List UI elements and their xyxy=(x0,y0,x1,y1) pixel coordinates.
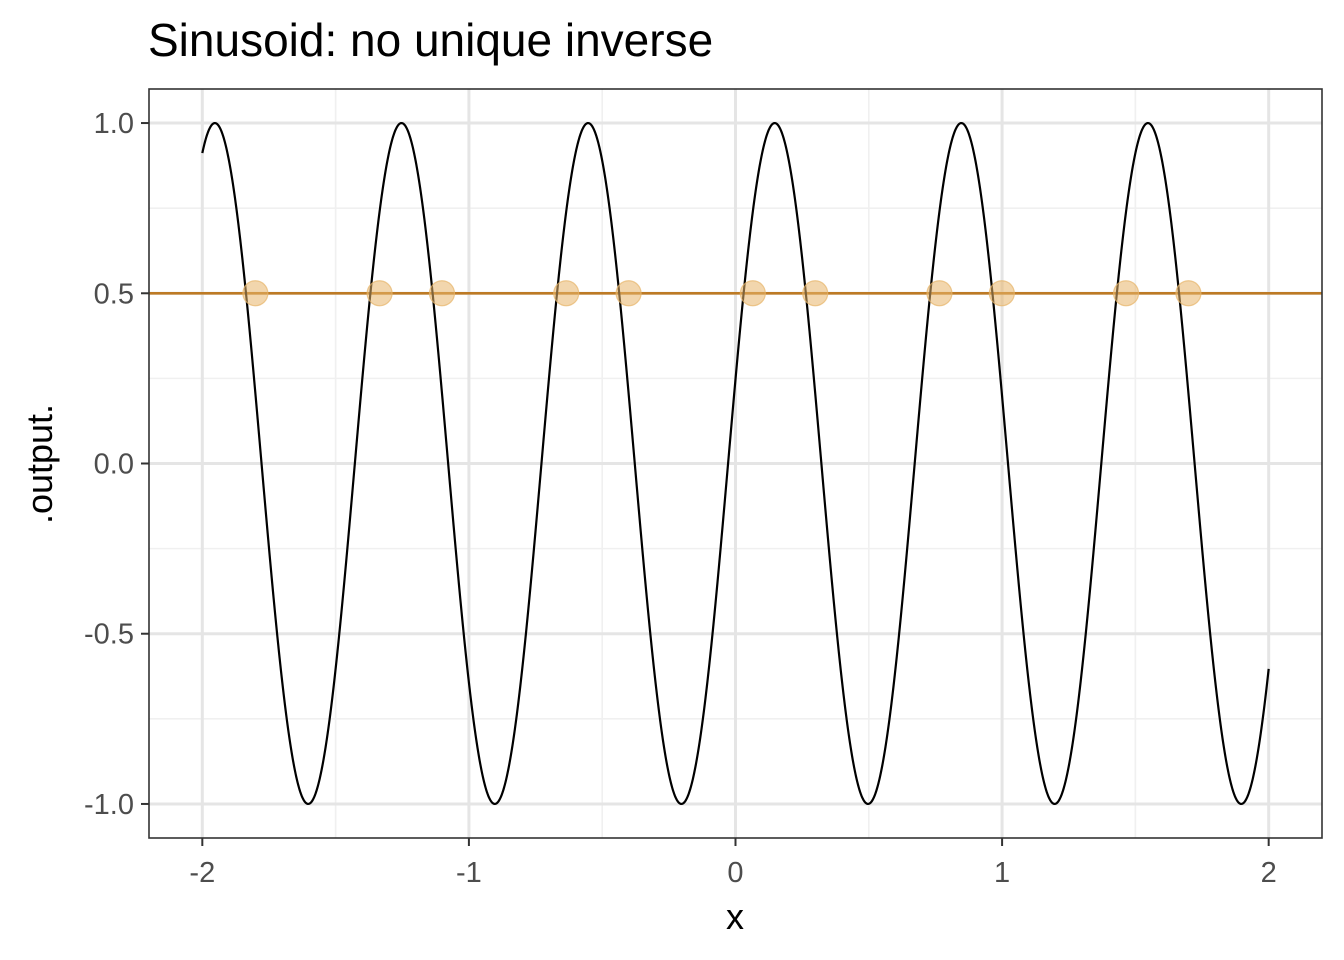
x-tick-label: 1 xyxy=(994,857,1010,889)
intersection-point xyxy=(988,280,1015,307)
intersection-point xyxy=(1175,280,1202,307)
intersection-point xyxy=(242,280,269,307)
y-tick-label: 1.0 xyxy=(94,108,134,140)
intersection-point xyxy=(926,280,953,307)
x-tick-label: 0 xyxy=(727,857,743,889)
intersection-point xyxy=(615,280,642,307)
y-tick-label: -1.0 xyxy=(84,789,134,821)
intersection-point xyxy=(1112,280,1140,307)
y-axis-title: .output. xyxy=(19,404,60,524)
y-tick-label: 0.5 xyxy=(94,278,134,310)
intersection-point xyxy=(553,280,580,307)
y-tick-label: 0.0 xyxy=(94,449,134,481)
intersection-point xyxy=(428,280,456,307)
x-tick-label: 2 xyxy=(1261,857,1277,889)
tick-layer: -2 -1 0 1 2 -1.0 -0.5 0.0 0.5 1.0 xyxy=(84,108,1277,889)
intersection-point xyxy=(802,280,829,307)
intersection-point xyxy=(366,280,393,307)
sinusoid-curve xyxy=(201,121,1270,806)
chart-title: Sinusoid: no unique inverse xyxy=(148,14,713,66)
x-tick-label: -2 xyxy=(189,857,215,889)
curve-layer xyxy=(201,121,1270,806)
intersection-point xyxy=(739,280,766,307)
major-gridlines xyxy=(149,89,1322,838)
x-tick-label: -1 xyxy=(456,857,482,889)
y-tick-label: -0.5 xyxy=(84,619,134,651)
intersection-points-layer xyxy=(242,280,1202,307)
x-axis-title: x xyxy=(726,896,744,937)
